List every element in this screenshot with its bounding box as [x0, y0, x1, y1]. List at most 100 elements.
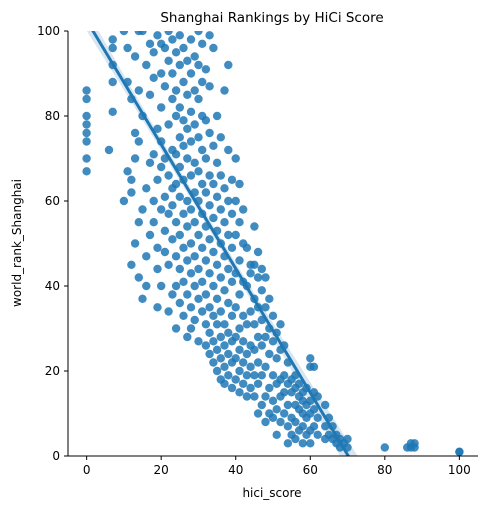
data-point	[283, 439, 293, 448]
data-point	[257, 400, 266, 410]
data-point	[224, 230, 233, 240]
data-point	[201, 341, 211, 350]
data-point	[209, 43, 218, 53]
data-point	[216, 354, 225, 363]
data-point	[205, 82, 214, 91]
data-point	[235, 218, 244, 227]
data-point	[130, 52, 140, 61]
data-point	[212, 345, 222, 354]
data-point	[201, 65, 211, 74]
data-point	[130, 239, 140, 248]
data-point	[268, 311, 278, 320]
data-point	[298, 422, 307, 431]
data-point	[145, 90, 155, 100]
data-point	[194, 294, 203, 303]
data-point	[309, 422, 319, 431]
data-point	[268, 396, 278, 405]
data-point	[209, 358, 218, 367]
data-point	[224, 371, 233, 380]
data-point	[250, 320, 259, 329]
data-point	[253, 379, 263, 388]
y-axis-ticks: 0 20 40 60 80 100	[37, 24, 68, 463]
data-point	[231, 332, 240, 342]
data-point	[205, 328, 214, 337]
data-point	[231, 196, 240, 206]
data-point	[82, 154, 91, 163]
data-point	[321, 422, 330, 431]
data-point	[209, 311, 218, 320]
data-point	[239, 379, 248, 388]
data-point	[220, 379, 229, 388]
data-point	[171, 111, 181, 121]
data-point	[268, 413, 278, 422]
data-point	[224, 264, 233, 274]
data-point	[309, 362, 319, 371]
data-point	[123, 43, 132, 53]
points-layer	[82, 31, 464, 456]
data-point	[313, 392, 322, 401]
data-point	[194, 94, 203, 104]
data-point	[220, 341, 229, 350]
data-point	[168, 290, 177, 299]
data-point	[186, 205, 196, 214]
data-point	[194, 31, 203, 36]
data-point	[168, 69, 177, 78]
data-point	[186, 324, 196, 333]
data-point	[190, 218, 199, 227]
data-point	[306, 439, 315, 448]
data-point	[134, 86, 143, 95]
data-point	[82, 111, 91, 121]
data-point	[82, 167, 91, 176]
data-point	[130, 128, 140, 138]
data-point	[186, 269, 196, 278]
data-point	[160, 43, 170, 53]
data-point	[138, 205, 147, 214]
data-point	[194, 264, 203, 274]
data-point	[227, 311, 237, 320]
data-point	[216, 205, 225, 214]
data-point	[235, 324, 244, 333]
data-point	[224, 60, 233, 70]
data-point	[250, 222, 259, 231]
data-point	[175, 133, 184, 142]
data-point	[201, 188, 211, 197]
chart-title: Shanghai Rankings by HiCi Score	[160, 10, 383, 26]
data-point	[272, 405, 281, 414]
data-point	[231, 154, 240, 163]
data-point	[194, 337, 203, 346]
data-point	[272, 430, 281, 439]
data-point	[186, 107, 196, 117]
data-point	[168, 35, 177, 44]
data-point	[246, 383, 255, 393]
data-point	[198, 307, 207, 316]
data-point	[205, 171, 214, 180]
data-point	[123, 167, 132, 176]
y-tick-label: 0	[52, 449, 60, 463]
data-point	[149, 218, 158, 227]
data-point	[160, 247, 170, 257]
data-point	[265, 383, 274, 393]
data-point	[198, 77, 207, 87]
data-point	[253, 409, 263, 418]
x-tick-label: 100	[448, 463, 471, 477]
data-point	[183, 256, 192, 265]
x-axis-label: hici_score	[242, 486, 301, 500]
data-point	[164, 56, 173, 65]
data-point	[198, 179, 207, 189]
data-point	[212, 158, 222, 167]
data-point	[209, 281, 218, 291]
data-point	[231, 375, 240, 384]
data-point	[138, 31, 147, 36]
data-point	[250, 260, 259, 269]
regression-line	[91, 31, 351, 456]
data-point	[190, 315, 199, 325]
data-point	[205, 31, 214, 40]
data-point	[153, 303, 162, 312]
data-point	[164, 31, 173, 36]
data-point	[212, 294, 222, 303]
data-point	[149, 196, 158, 206]
data-point	[157, 103, 166, 112]
data-point	[216, 273, 225, 282]
data-point	[127, 175, 136, 184]
